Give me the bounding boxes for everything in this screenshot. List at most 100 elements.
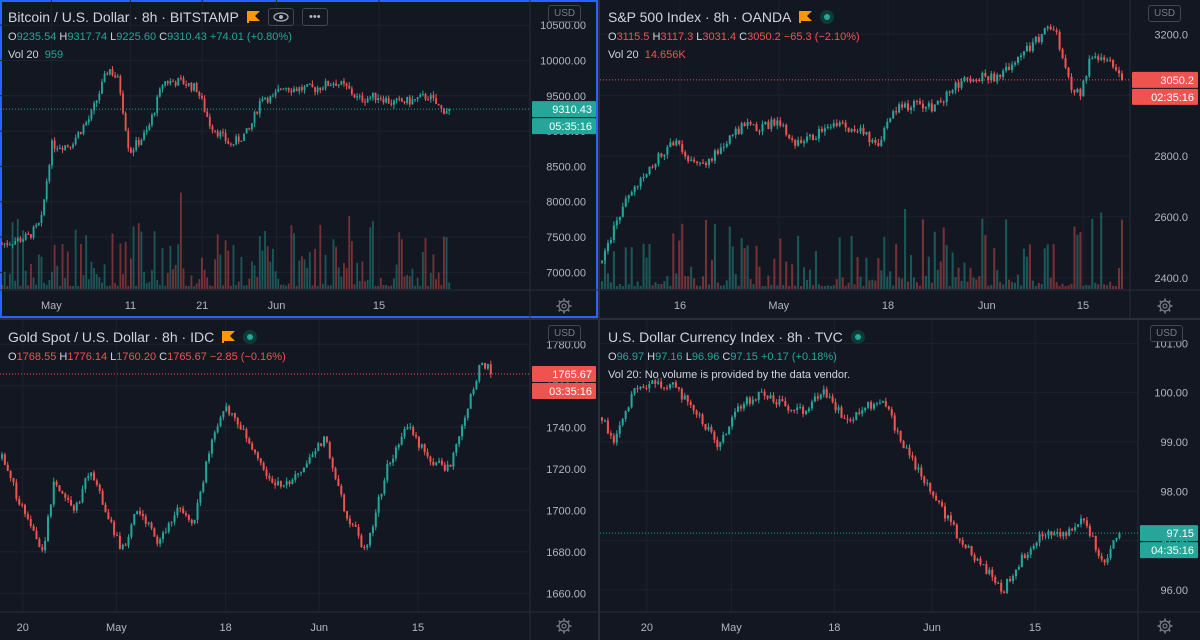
time-tick-label: 18 bbox=[828, 622, 840, 634]
candle-body bbox=[214, 130, 216, 132]
chart-pane-spx500[interactable]: 2400.02600.02800.03000.03200.03050.202:3… bbox=[600, 0, 1200, 318]
candle-body bbox=[627, 195, 630, 199]
symbol-title[interactable]: Bitcoin / U.S. Dollar · 8h · BITSTAMP bbox=[8, 9, 239, 25]
candle-body bbox=[8, 244, 11, 246]
time-axis[interactable]: May 11 21 Jun 15 bbox=[41, 300, 385, 312]
volume-bar bbox=[731, 246, 734, 289]
volume-bar bbox=[1115, 285, 1118, 289]
candle-body bbox=[902, 441, 905, 448]
candle-body bbox=[1008, 66, 1011, 70]
candle-body bbox=[1038, 534, 1041, 543]
settings-gear-icon[interactable] bbox=[1156, 617, 1174, 635]
time-axis[interactable]: 16 May 18 Jun 15 bbox=[674, 300, 1089, 312]
settings-gear-icon[interactable] bbox=[1156, 297, 1174, 315]
candle-body bbox=[29, 519, 32, 526]
volume-bar bbox=[274, 271, 277, 289]
volume-bar bbox=[1097, 284, 1100, 289]
btcusd-chart[interactable]: 7000.007500.008000.008500.009000.009500.… bbox=[0, 0, 598, 318]
candle-body bbox=[1041, 534, 1044, 537]
volume-bar bbox=[657, 283, 660, 289]
candle-body bbox=[337, 478, 340, 486]
volume-bar bbox=[282, 284, 285, 289]
price-axis[interactable]: 7000.007500.008000.008500.009000.009500.… bbox=[540, 20, 586, 279]
candle-body bbox=[455, 444, 458, 453]
chart-pane-dxy[interactable]: 96.00 97.00 98.00 99.00 100.00 101.00 97.15 04:… bbox=[600, 320, 1200, 640]
chart-pane-xauusd[interactable]: 1660.001680.001700.001720.001740.001760.… bbox=[0, 320, 598, 640]
candle-body bbox=[884, 401, 887, 407]
flag-icon[interactable] bbox=[246, 11, 260, 23]
volume-bar bbox=[948, 285, 951, 289]
volume-bar bbox=[1034, 285, 1037, 289]
candle-body bbox=[690, 159, 693, 162]
chart-pane-btcusd[interactable]: 7000.007500.008000.008500.009000.009500.… bbox=[0, 0, 598, 318]
volume-bar bbox=[722, 285, 725, 289]
candle-body bbox=[55, 481, 58, 486]
candle-body bbox=[633, 186, 636, 193]
pane-divider-vertical[interactable] bbox=[598, 0, 600, 640]
volume-bar bbox=[108, 285, 111, 289]
volume-bar bbox=[624, 247, 627, 289]
volume-bar bbox=[1013, 282, 1017, 289]
candle-body bbox=[677, 387, 680, 390]
volume-bar bbox=[129, 258, 132, 289]
candle-body bbox=[1120, 73, 1124, 80]
volume-bar bbox=[266, 246, 269, 289]
candle-body bbox=[327, 80, 330, 86]
volume-bar bbox=[64, 277, 67, 289]
volume-bar bbox=[85, 235, 88, 289]
candle-body bbox=[364, 101, 366, 103]
symbol-title[interactable]: Gold Spot / U.S. Dollar · 8h · IDC bbox=[8, 329, 215, 345]
candle-body bbox=[742, 404, 745, 409]
symbol-title[interactable]: S&P 500 Index · 8h · OANDA bbox=[608, 9, 792, 25]
candle-body bbox=[693, 159, 696, 162]
spx500-chart[interactable]: 2400.02600.02800.03000.03200.03050.202:3… bbox=[600, 0, 1200, 318]
candle-body bbox=[751, 399, 754, 404]
volume-bar bbox=[886, 276, 889, 289]
symbol-title[interactable]: U.S. Dollar Currency Index · 8h · TVC bbox=[608, 329, 843, 345]
volume-bar bbox=[393, 278, 395, 289]
volume-bar bbox=[651, 285, 654, 289]
settings-gear-icon[interactable] bbox=[555, 617, 573, 635]
currency-badge[interactable]: USD bbox=[548, 325, 582, 342]
flag-icon[interactable] bbox=[222, 331, 236, 343]
candle-body bbox=[235, 136, 238, 145]
candle-body bbox=[179, 507, 182, 509]
candle-body bbox=[219, 131, 222, 137]
volume-bar bbox=[993, 248, 996, 289]
volume-bar bbox=[287, 283, 290, 289]
candle-body bbox=[348, 518, 351, 525]
bar-countdown: 04:35:16 bbox=[1151, 545, 1194, 557]
currency-badge[interactable]: USD bbox=[548, 5, 582, 22]
time-tick-label: Jun bbox=[310, 622, 328, 634]
eye-icon[interactable] bbox=[267, 8, 294, 26]
volume-bar bbox=[11, 222, 14, 289]
candle-body bbox=[193, 83, 195, 91]
volume-bar bbox=[642, 243, 645, 289]
candle-body bbox=[1070, 76, 1073, 90]
settings-gear-icon[interactable] bbox=[555, 297, 573, 315]
candle-body bbox=[871, 139, 874, 143]
currency-badge[interactable]: USD bbox=[1148, 5, 1182, 22]
pane-divider-horizontal[interactable] bbox=[0, 318, 1200, 320]
last-price-label: 9310.43 05:35:16 bbox=[532, 101, 596, 135]
more-icon[interactable]: ••• bbox=[301, 8, 328, 26]
flag-icon[interactable] bbox=[799, 11, 813, 23]
candle-body bbox=[797, 140, 800, 146]
candle-body bbox=[1109, 59, 1112, 61]
volume-bar bbox=[797, 235, 800, 289]
xauusd-chart[interactable]: 1660.001680.001700.001720.001740.001760.… bbox=[0, 320, 598, 640]
time-axis[interactable]: 20 May 18 Jun 15 bbox=[641, 622, 1041, 634]
volume-bar bbox=[829, 285, 832, 289]
candle-body bbox=[1103, 559, 1106, 563]
volume-bar bbox=[654, 282, 657, 289]
candle-body bbox=[101, 490, 104, 505]
currency-badge[interactable]: USD bbox=[1150, 325, 1184, 342]
candle-body bbox=[663, 154, 666, 157]
dxy-chart[interactable]: 96.0097.0098.0099.00100.00101.0097.1504:… bbox=[600, 320, 1200, 640]
volume-bar bbox=[74, 229, 77, 289]
candle-body bbox=[946, 515, 949, 519]
candle-body bbox=[1094, 535, 1097, 550]
time-axis[interactable]: 20 May 18 Jun 15 bbox=[17, 622, 424, 634]
volume-bar bbox=[734, 273, 737, 289]
